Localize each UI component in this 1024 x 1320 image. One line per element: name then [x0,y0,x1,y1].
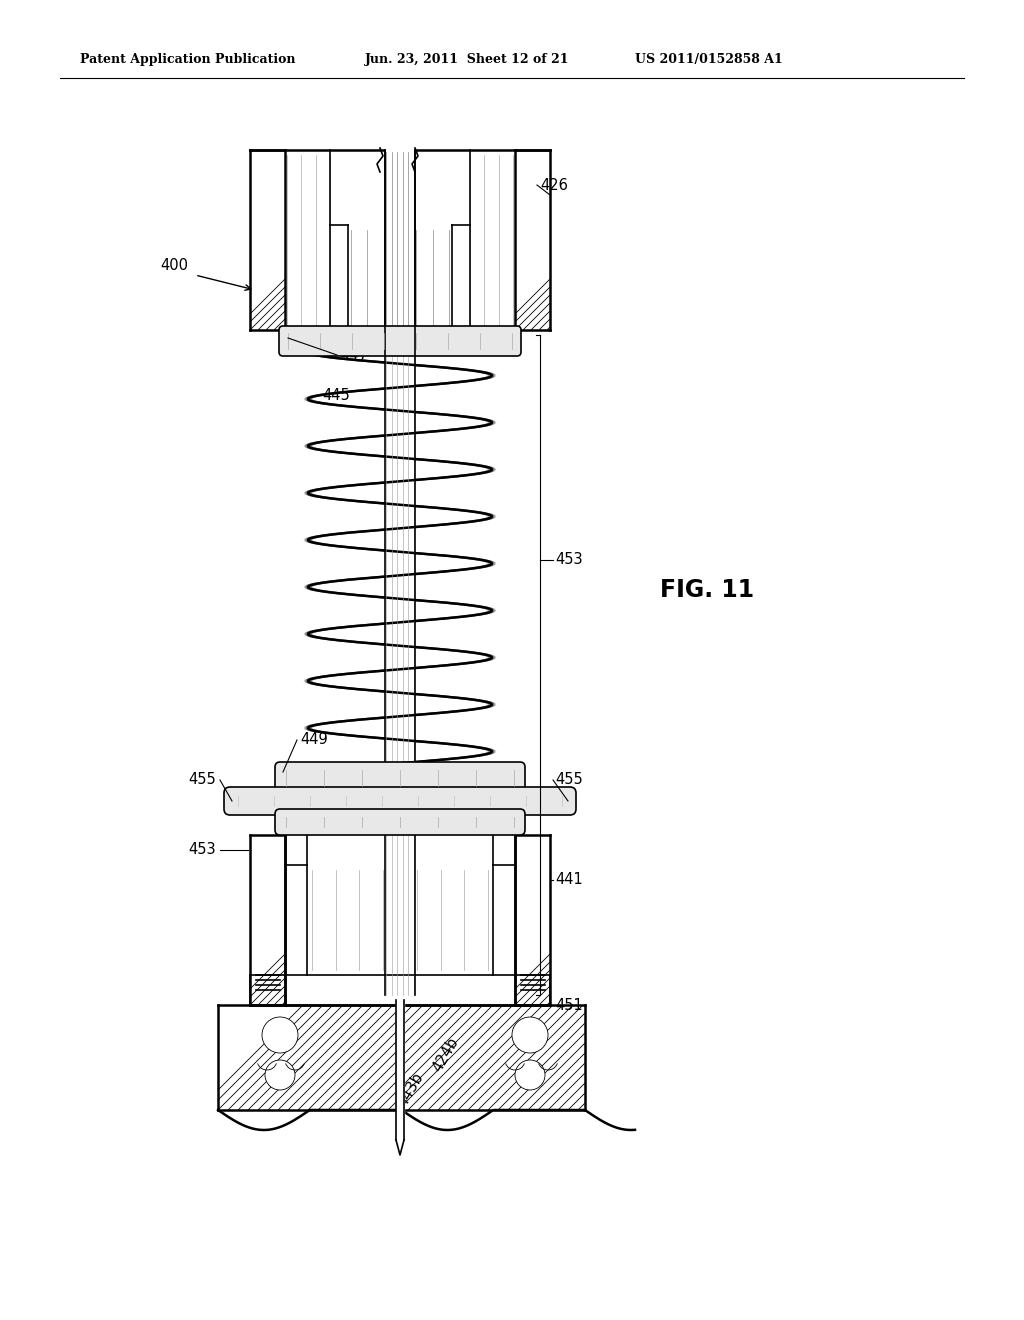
FancyBboxPatch shape [275,809,525,836]
Text: US 2011/0152858 A1: US 2011/0152858 A1 [635,54,782,66]
FancyBboxPatch shape [279,326,521,356]
Text: Patent Application Publication: Patent Application Publication [80,54,296,66]
Text: Jun. 23, 2011  Sheet 12 of 21: Jun. 23, 2011 Sheet 12 of 21 [365,54,569,66]
Text: 453: 453 [188,842,216,858]
Bar [515,836,550,1005]
Bar [515,150,550,330]
FancyBboxPatch shape [275,762,525,795]
Text: 447: 447 [340,347,368,363]
Bar [218,1005,585,1110]
Text: 445: 445 [322,388,350,403]
Text: 441: 441 [555,873,583,887]
Bar [285,836,515,1005]
Bar [250,150,285,330]
Text: 443b: 443b [395,1071,426,1110]
Text: 449: 449 [300,733,328,747]
Text: 455: 455 [188,772,216,788]
Text: 400: 400 [160,257,188,272]
Text: 453: 453 [555,553,583,568]
Text: 424b: 424b [430,1035,462,1074]
Circle shape [512,1016,548,1053]
Bar [250,836,285,1005]
FancyBboxPatch shape [224,787,575,814]
Bar [285,150,515,330]
Text: 426: 426 [540,177,568,193]
Text: 451: 451 [555,998,583,1012]
Circle shape [515,1060,545,1090]
Text: 455: 455 [555,772,583,788]
Bar [385,160,415,335]
Bar [385,145,415,1001]
Circle shape [262,1016,298,1053]
Circle shape [265,1060,295,1090]
Text: FIG. 11: FIG. 11 [660,578,754,602]
Bar [218,1005,585,1110]
